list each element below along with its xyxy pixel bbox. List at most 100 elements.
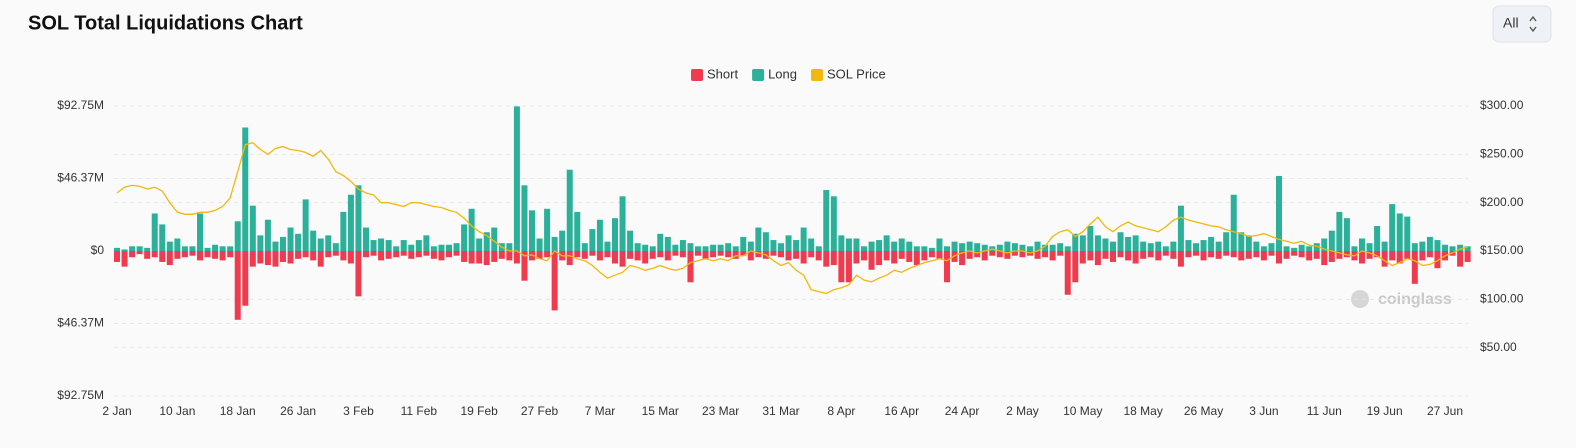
bar	[989, 251, 996, 256]
bar	[808, 251, 815, 258]
bar	[498, 251, 505, 259]
bar	[1177, 251, 1184, 267]
bar	[1177, 205, 1184, 251]
bar	[1185, 251, 1192, 258]
bar	[1381, 241, 1388, 251]
bar	[642, 251, 649, 264]
bar	[325, 251, 332, 258]
bar	[461, 251, 468, 262]
bar	[378, 251, 385, 261]
range-label[interactable]: All	[1503, 15, 1519, 31]
bar	[1155, 251, 1162, 261]
bar	[679, 251, 686, 258]
bar	[1147, 243, 1154, 251]
bar	[944, 246, 950, 251]
bar	[1170, 241, 1177, 251]
bar	[1208, 251, 1215, 258]
bar	[596, 251, 603, 261]
range-button[interactable]	[1492, 5, 1552, 43]
bar	[370, 240, 377, 251]
bar	[257, 235, 264, 251]
bar	[838, 235, 845, 251]
bar	[461, 224, 468, 251]
bar	[770, 251, 777, 256]
bar	[151, 213, 158, 251]
bar	[604, 251, 611, 258]
bar	[1011, 243, 1018, 251]
x-tick-label: 2 Jan	[102, 404, 131, 418]
bar	[1396, 251, 1403, 264]
bar	[740, 251, 747, 256]
bar	[1434, 240, 1441, 251]
bar	[197, 213, 203, 251]
bar	[921, 246, 928, 251]
bar	[415, 251, 422, 258]
bar	[1245, 251, 1252, 259]
bar	[695, 251, 701, 256]
bar	[959, 251, 966, 266]
bar	[830, 251, 837, 266]
bar	[1208, 236, 1215, 251]
bar	[589, 251, 596, 256]
bar	[1374, 251, 1381, 258]
legend: Short Long SOL Price	[691, 66, 886, 81]
bar	[415, 240, 422, 251]
x-tick-label: 27 Jun	[1427, 404, 1463, 418]
bar	[378, 238, 385, 251]
bar	[212, 251, 219, 259]
bar	[845, 238, 852, 251]
bar	[778, 243, 784, 251]
bar	[657, 251, 664, 258]
bar	[287, 227, 294, 251]
x-tick-label: 15 Mar	[642, 404, 679, 418]
bar	[717, 244, 724, 251]
bar	[755, 227, 762, 251]
range-caret[interactable]	[1529, 15, 1537, 33]
bar	[476, 251, 483, 264]
bar	[1306, 246, 1313, 251]
bar	[1238, 232, 1245, 251]
bar	[657, 233, 664, 251]
bar	[151, 251, 158, 258]
bar	[770, 240, 777, 251]
bar	[204, 251, 211, 258]
bar	[1117, 232, 1124, 251]
bar	[845, 251, 852, 283]
bar	[1238, 251, 1245, 261]
bar	[340, 211, 347, 251]
bar	[785, 235, 792, 251]
bar	[634, 251, 641, 261]
range-selector[interactable]: All	[1492, 5, 1552, 43]
y2-tick-label: $200.00	[1480, 195, 1524, 209]
watermark: coinglass	[1378, 291, 1452, 308]
bar	[815, 251, 822, 261]
bar	[144, 247, 151, 251]
x-tick-label: 10 May	[1063, 404, 1102, 418]
bar	[838, 251, 845, 283]
bar	[181, 251, 188, 258]
bar	[1132, 251, 1139, 264]
bar	[717, 251, 724, 256]
bar	[1193, 251, 1199, 256]
x-tick-label: 3 Feb	[343, 404, 374, 418]
x-tick-label: 18 May	[1124, 404, 1163, 418]
bar	[295, 233, 302, 251]
y-tick-label: $46.37M	[57, 316, 104, 330]
bar	[159, 251, 166, 262]
bar	[974, 251, 981, 258]
bar	[317, 238, 324, 251]
y2-tick-label: $150.00	[1480, 243, 1524, 257]
bar	[928, 247, 935, 251]
bar	[272, 241, 279, 251]
bar	[400, 240, 407, 251]
bar	[1434, 251, 1441, 269]
bar	[234, 251, 241, 320]
bar	[385, 240, 392, 251]
x-tick-label: 26 Jan	[280, 404, 316, 418]
x-tick-label: 2 May	[1006, 404, 1039, 418]
bar	[129, 246, 136, 251]
bar	[136, 246, 143, 251]
bar	[815, 246, 822, 251]
bar	[310, 230, 317, 251]
bar	[642, 244, 649, 251]
